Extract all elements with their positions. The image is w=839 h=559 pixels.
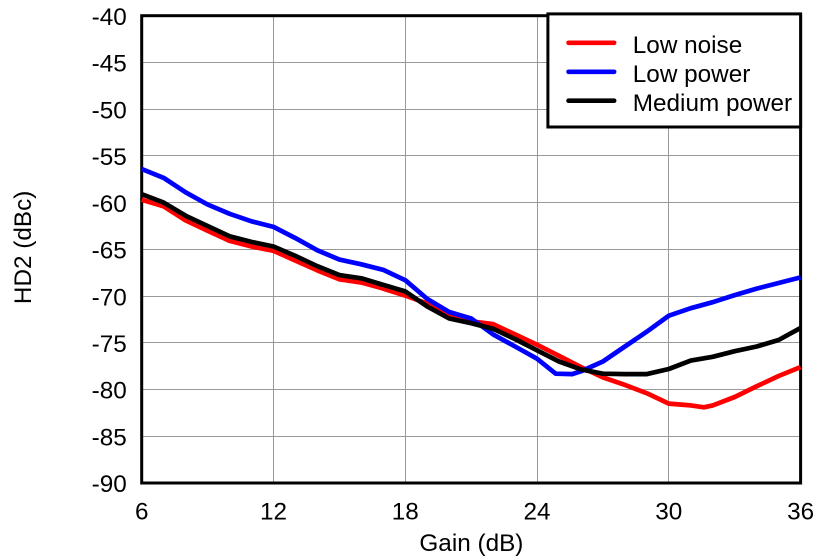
svg-text:-85: -85 [92,425,127,452]
svg-text:-60: -60 [92,191,127,218]
svg-text:6: 6 [135,499,149,526]
svg-text:36: 36 [787,499,814,526]
svg-text:12: 12 [260,499,287,526]
svg-text:-65: -65 [92,238,127,265]
svg-text:-80: -80 [92,378,127,405]
svg-text:-50: -50 [92,97,127,124]
svg-text:18: 18 [392,499,419,526]
svg-text:Low power: Low power [633,61,751,88]
svg-text:30: 30 [655,499,682,526]
svg-text:-70: -70 [92,284,127,311]
svg-text:HD2 (dBc): HD2 (dBc) [10,191,37,304]
svg-text:-55: -55 [92,144,127,171]
svg-text:Medium power: Medium power [633,90,792,117]
svg-text:24: 24 [523,499,550,526]
svg-text:Gain (dB): Gain (dB) [419,530,523,557]
svg-text:-75: -75 [92,331,127,358]
svg-text:-45: -45 [92,51,127,78]
svg-text:-90: -90 [92,471,127,498]
svg-text:-40: -40 [92,4,127,31]
svg-text:Low noise: Low noise [633,32,742,59]
